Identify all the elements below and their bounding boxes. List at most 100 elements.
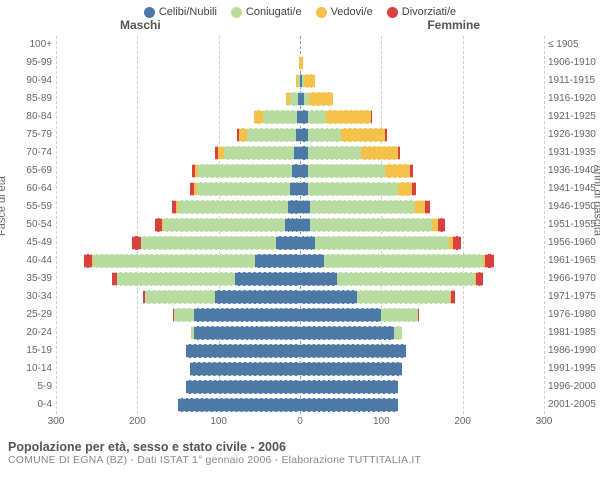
bar-row: [56, 218, 544, 233]
footer-title: Popolazione per età, sesso e stato civil…: [8, 440, 592, 454]
seg-male-coniugati: [163, 218, 285, 233]
bar-row: [56, 38, 544, 53]
y-axis-right: ≤ 19051906-19101911-19151916-19201921-19…: [548, 36, 600, 436]
seg-male-celibi: [290, 182, 300, 197]
seg-female-divorziati: [451, 290, 454, 305]
seg-female-celibi: [300, 380, 398, 395]
bar-row: [56, 146, 544, 161]
y-axis-left: 100+95-9990-9485-8980-8475-7970-7465-696…: [0, 36, 52, 436]
seg-female-divorziati: [371, 110, 373, 125]
y-label-age: 20-24: [0, 328, 52, 338]
y-label-birth: 1961-1965: [548, 256, 600, 266]
seg-female-celibi: [300, 398, 398, 413]
seg-female-celibi: [300, 146, 308, 161]
y-label-birth: ≤ 1905: [548, 40, 600, 50]
seg-male-coniugati: [145, 290, 214, 305]
seg-female-divorziati: [476, 272, 483, 287]
seg-female-celibi: [300, 254, 324, 269]
y-label-age: 75-79: [0, 130, 52, 140]
y-label-birth: 1911-1915: [548, 76, 600, 86]
seg-female-celibi: [300, 290, 357, 305]
seg-male-coniugati: [263, 110, 297, 125]
seg-male-coniugati: [198, 164, 292, 179]
bar-row: [56, 380, 544, 395]
seg-male-coniugati: [224, 146, 293, 161]
seg-female-celibi: [300, 326, 394, 341]
seg-male-coniugati: [290, 92, 298, 107]
y-label-age: 15-19: [0, 346, 52, 356]
seg-male-celibi: [194, 308, 300, 323]
seg-female-divorziati: [425, 200, 430, 215]
x-tick-label: 100: [373, 416, 390, 427]
y-label-age: 80-84: [0, 112, 52, 122]
bar-row: [56, 326, 544, 341]
y-label-age: 90-94: [0, 76, 52, 86]
seg-female-celibi: [300, 182, 308, 197]
y-label-birth: 1951-1955: [548, 220, 600, 230]
y-label-age: 10-14: [0, 364, 52, 374]
seg-female-celibi: [300, 344, 406, 359]
seg-male-celibi: [215, 290, 300, 305]
x-tick-label: 300: [48, 416, 65, 427]
legend-label: Coniugati/e: [246, 6, 302, 18]
seg-female-vedovi: [415, 200, 425, 215]
gender-headers: Maschi Femmine: [0, 18, 600, 36]
bar-row: [56, 236, 544, 251]
x-tick-label: 0: [297, 416, 303, 427]
y-label-age: 55-59: [0, 202, 52, 212]
seg-male-coniugati: [141, 236, 275, 251]
legend-item: Celibi/Nubili: [144, 6, 217, 18]
seg-male-celibi: [276, 236, 300, 251]
y-label-birth: 1971-1975: [548, 292, 600, 302]
y-label-age: 95-99: [0, 58, 52, 68]
bar-row: [56, 308, 544, 323]
y-label-birth: 1936-1940: [548, 166, 600, 176]
seg-female-coniugati: [324, 254, 483, 269]
y-label-birth: 1916-1920: [548, 94, 600, 104]
seg-male-celibi: [186, 344, 300, 359]
seg-female-vedovi: [361, 146, 398, 161]
legend-label: Celibi/Nubili: [159, 6, 217, 18]
seg-female-coniugati: [394, 326, 402, 341]
bar-row: [56, 164, 544, 179]
seg-male-coniugati: [197, 182, 291, 197]
seg-female-celibi: [300, 200, 310, 215]
bar-row: [56, 272, 544, 287]
y-label-birth: 1991-1995: [548, 364, 600, 374]
seg-male-celibi: [288, 200, 300, 215]
seg-male-celibi: [178, 398, 300, 413]
y-label-birth: 1976-1980: [548, 310, 600, 320]
seg-female-divorziati: [485, 254, 493, 269]
seg-male-celibi: [186, 380, 300, 395]
y-label-age: 70-74: [0, 148, 52, 158]
seg-male-coniugati: [117, 272, 235, 287]
seg-female-coniugati: [308, 146, 361, 161]
seg-male-coniugati: [174, 308, 194, 323]
seg-male-coniugati: [247, 128, 296, 143]
y-label-age: 35-39: [0, 274, 52, 284]
legend-swatch: [387, 7, 398, 18]
seg-female-coniugati: [308, 110, 326, 125]
footer-subtitle: COMUNE DI EGNA (BZ) - Dati ISTAT 1° genn…: [8, 454, 592, 466]
seg-female-coniugati: [310, 218, 432, 233]
seg-female-divorziati: [453, 236, 461, 251]
y-label-age: 45-49: [0, 238, 52, 248]
header-male: Maschi: [120, 18, 161, 32]
seg-female-vedovi: [385, 164, 409, 179]
y-label-birth: 1946-1950: [548, 202, 600, 212]
seg-male-celibi: [255, 254, 300, 269]
seg-male-celibi: [285, 218, 300, 233]
legend-swatch: [316, 7, 327, 18]
seg-male-vedovi: [254, 110, 262, 125]
gridline: [544, 36, 545, 414]
seg-male-celibi: [190, 362, 300, 377]
plot-area: Fasce di età Anni di nascita 100+95-9990…: [0, 36, 600, 436]
seg-male-celibi: [292, 164, 300, 179]
seg-female-divorziati: [412, 182, 416, 197]
seg-female-celibi: [300, 128, 308, 143]
y-label-birth: 1921-1925: [548, 112, 600, 122]
y-label-birth: 1996-2000: [548, 382, 600, 392]
bar-row: [56, 182, 544, 197]
y-label-age: 100+: [0, 40, 52, 50]
seg-female-celibi: [300, 272, 337, 287]
